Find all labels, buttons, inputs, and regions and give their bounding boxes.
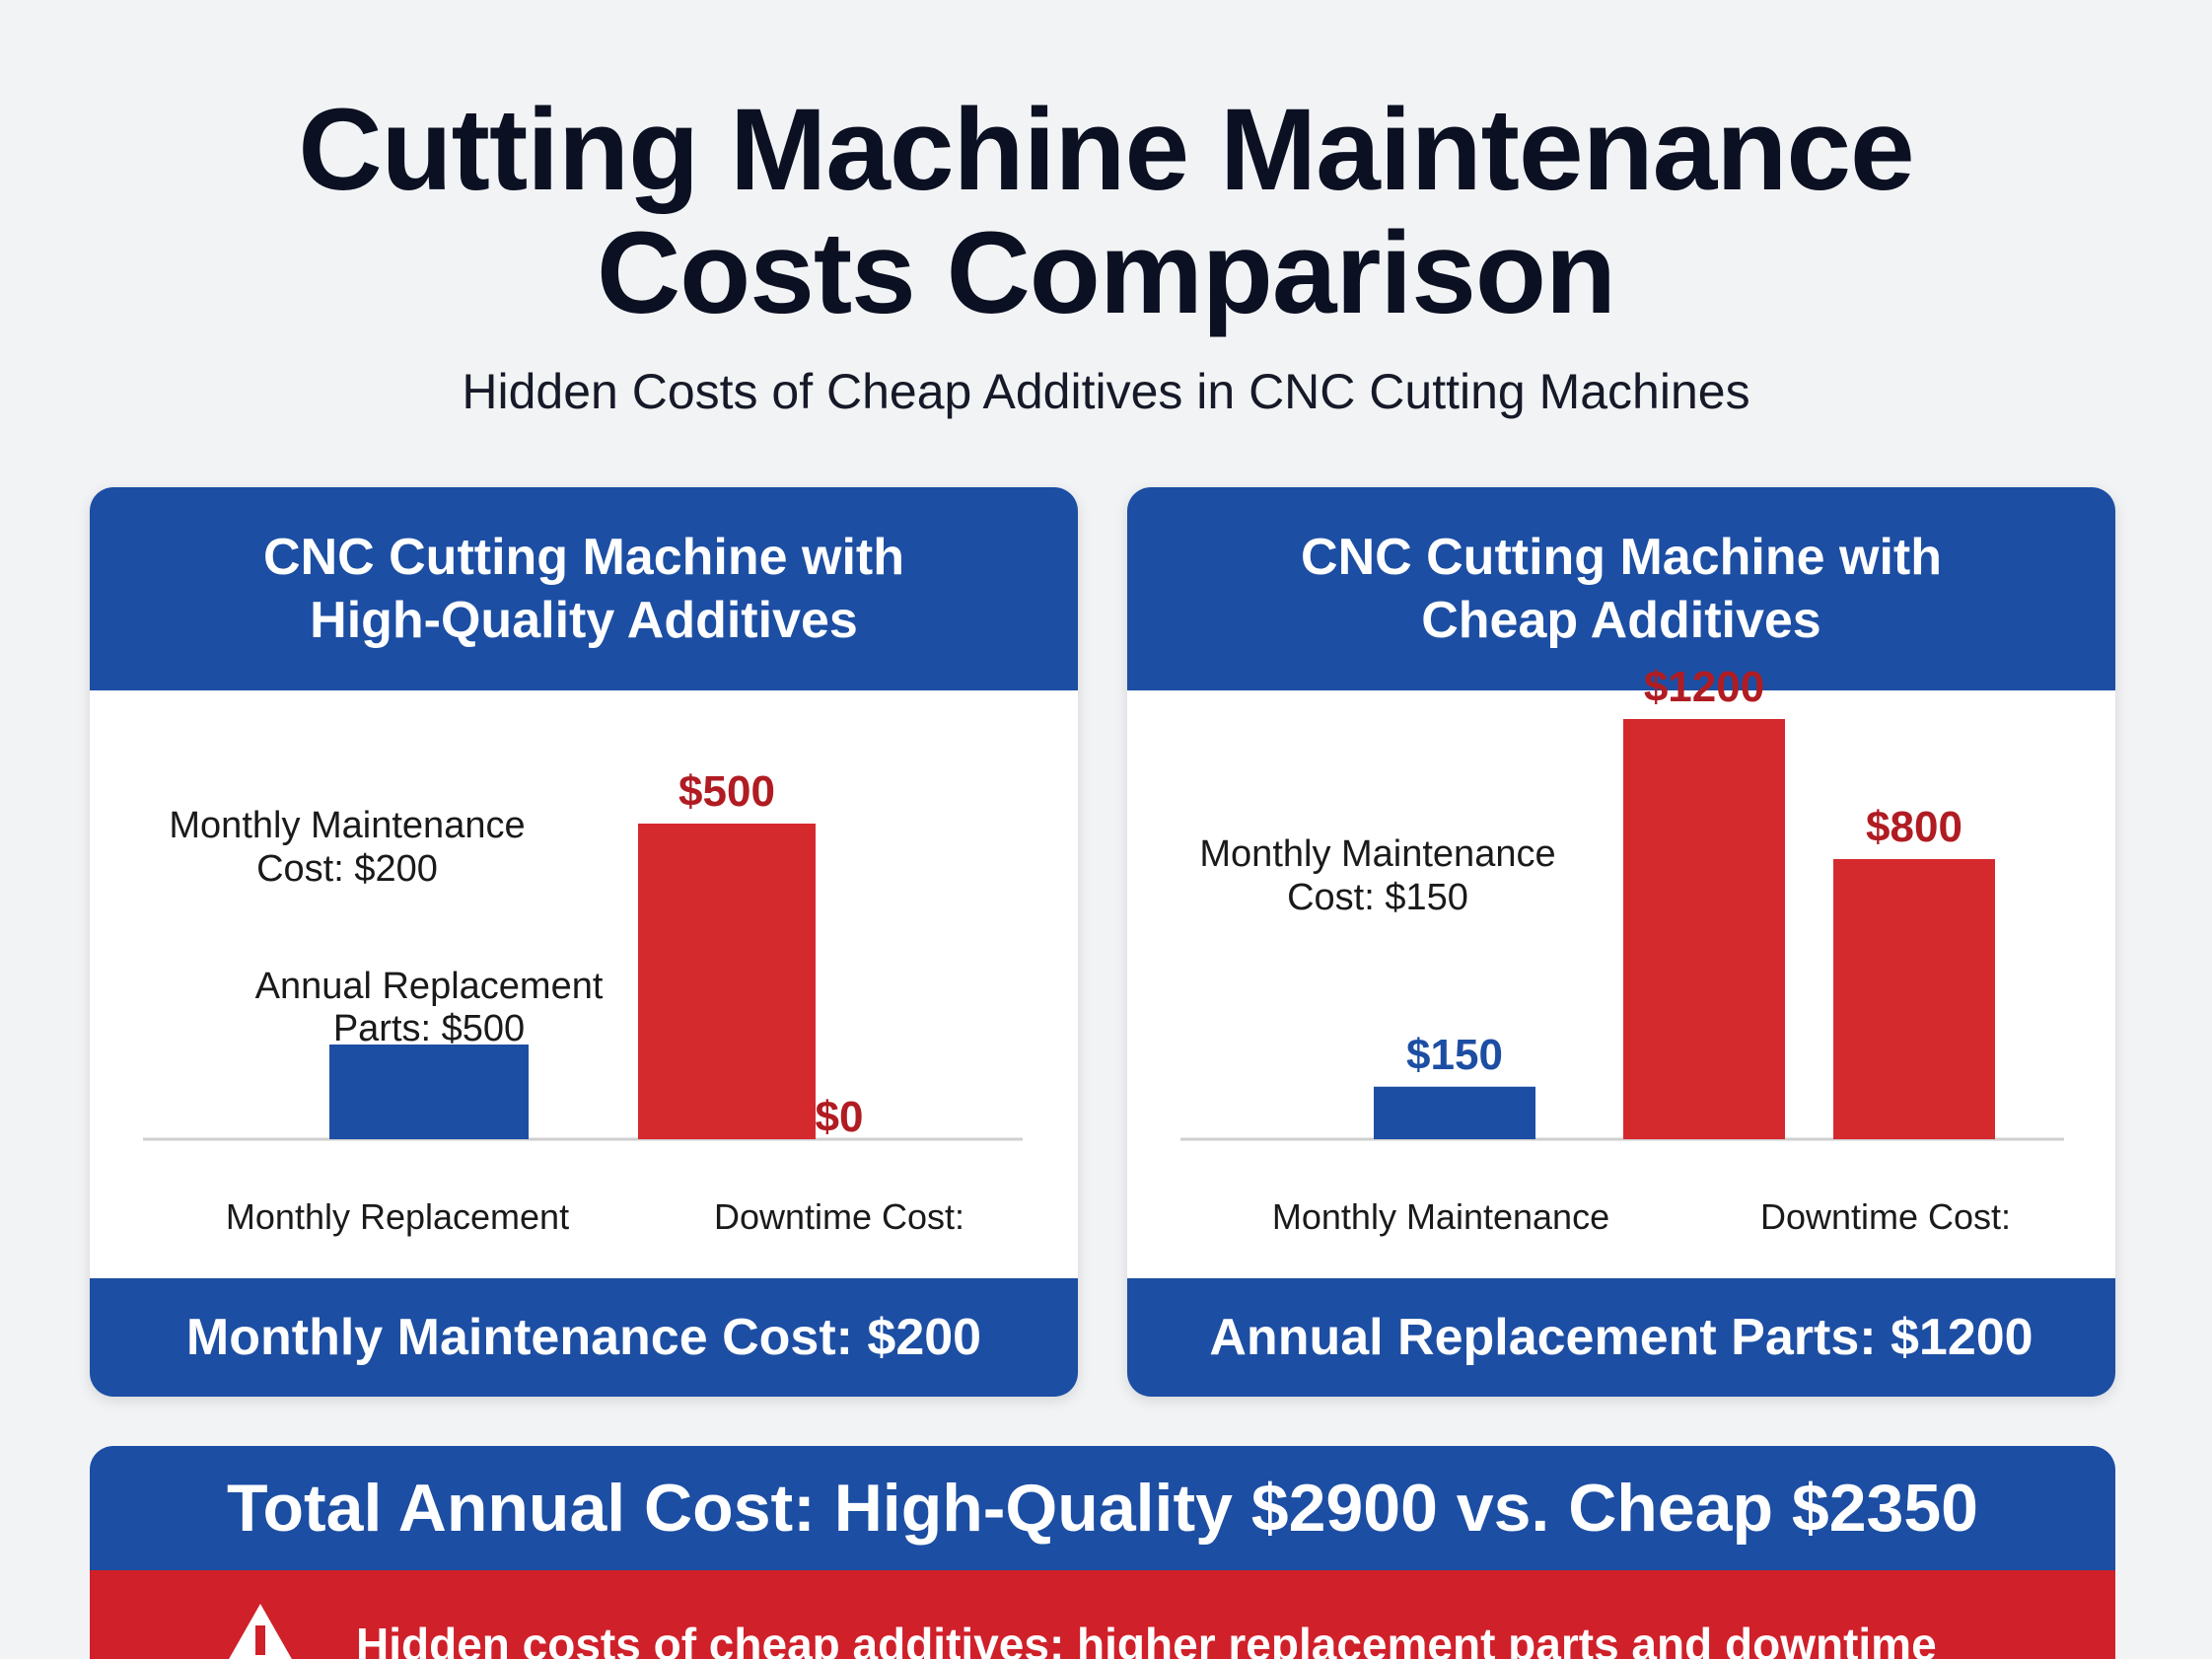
panel-header: CNC Cutting Machine with Cheap Additives xyxy=(1127,487,2115,690)
bar-0 xyxy=(329,1045,529,1139)
bar-value-label-0: $150 xyxy=(1406,1031,1503,1079)
bar-1 xyxy=(1623,719,1785,1139)
warning-text: Hidden costs of cheap additives: higher … xyxy=(356,1619,1937,1659)
annotation-0-line-1: Cost: $150 xyxy=(1287,877,1468,918)
annotation-1-line-1: Parts: $500 xyxy=(333,1008,525,1049)
annotation-0-line-1: Cost: $200 xyxy=(256,848,438,890)
warning-triangle-icon xyxy=(229,1604,292,1659)
bar-value-label-1: $500 xyxy=(678,767,775,816)
panel-header-line-2: High-Quality Additives xyxy=(310,592,858,649)
annotation-0-line-0: Monthly Maintenance xyxy=(169,805,525,846)
page-subtitle: Hidden Costs of Cheap Additives in CNC C… xyxy=(462,364,1750,419)
x-axis-label-0: Monthly Replacement xyxy=(226,1196,569,1237)
page-title: Cutting Machine Maintenance Costs Compar… xyxy=(0,89,2212,335)
annotation-0-line-0: Monthly Maintenance xyxy=(1199,833,1555,875)
total-annual-cost-banner: Total Annual Cost: High-Quality $2900 vs… xyxy=(90,1446,2115,1570)
panel-cheap: CNC Cutting Machine with Cheap Additives… xyxy=(1127,487,2115,1397)
panel-high-quality: CNC Cutting Machine with High-Quality Ad… xyxy=(90,487,1078,1397)
annotation-1-line-0: Annual Replacement xyxy=(255,966,604,1007)
panel-footer: Annual Replacement Parts: $1200 xyxy=(1127,1278,2115,1397)
bar-2 xyxy=(1833,859,1995,1139)
bar-0 xyxy=(1374,1086,1535,1139)
panel-header-line-1: CNC Cutting Machine with xyxy=(263,529,904,586)
x-axis-label-1: Downtime Cost: xyxy=(1760,1196,2011,1237)
title-line-1: Cutting Machine Maintenance xyxy=(298,85,1914,215)
bar-value-label-1: $1200 xyxy=(1644,663,1764,711)
bar-1 xyxy=(638,824,816,1139)
warning-banner: Hidden costs of cheap additives: higher … xyxy=(90,1570,2115,1659)
bar-value-label-2: $0 xyxy=(816,1093,864,1141)
bar-value-label-2: $800 xyxy=(1866,803,1962,851)
panel-header-line-1: CNC Cutting Machine with xyxy=(1301,529,1942,586)
panel-header: CNC Cutting Machine with High-Quality Ad… xyxy=(90,487,1078,690)
panel-footer: Monthly Maintenance Cost: $200 xyxy=(90,1278,1078,1397)
title-line-2: Costs Comparison xyxy=(596,208,1616,338)
panel-header-line-2: Cheap Additives xyxy=(1421,592,1821,649)
x-axis-label-0: Monthly Maintenance xyxy=(1272,1196,1609,1237)
x-axis-label-1: Downtime Cost: xyxy=(714,1196,964,1237)
